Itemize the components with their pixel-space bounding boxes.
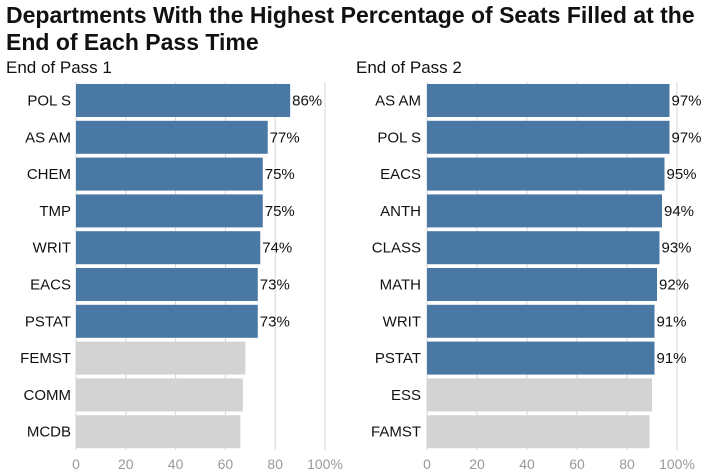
bar — [427, 304, 655, 338]
category-label: PSTAT — [375, 350, 421, 367]
x-tick-label: 80 — [619, 456, 635, 472]
category-label: AS AM — [25, 129, 71, 146]
category-label: FAMST — [371, 424, 421, 441]
x-tick-label: 100% — [659, 456, 695, 472]
category-label: CHEM — [27, 166, 71, 183]
bar — [76, 268, 258, 301]
x-tick-label: 100% — [307, 456, 343, 472]
bar — [427, 378, 652, 412]
category-label: MCDB — [27, 424, 71, 441]
category-label: AS AM — [375, 93, 421, 110]
x-tick-label: 0 — [72, 456, 80, 472]
category-label: CLASS — [372, 240, 421, 257]
data-label: 91% — [657, 313, 687, 330]
data-label: 95% — [667, 166, 697, 183]
bar — [76, 415, 241, 449]
bar — [76, 120, 268, 154]
data-label: 97% — [672, 93, 702, 110]
category-label: WRIT — [33, 240, 71, 257]
data-label: 73% — [260, 277, 290, 294]
data-label: 97% — [672, 129, 702, 146]
x-tick-label: 40 — [168, 456, 184, 472]
data-label: 73% — [260, 313, 290, 330]
x-tick-label: 0 — [423, 456, 431, 472]
bar — [76, 157, 263, 191]
bar — [427, 157, 665, 191]
category-label: EACS — [380, 166, 421, 183]
category-label: COMM — [24, 387, 72, 404]
category-label: FEMST — [20, 350, 71, 367]
bar — [427, 415, 650, 449]
category-label: MATH — [380, 277, 421, 294]
bar — [427, 341, 655, 375]
category-label: TMP — [39, 203, 71, 220]
category-label: POL S — [377, 129, 421, 146]
data-label: 91% — [657, 350, 687, 367]
data-label: 94% — [664, 203, 694, 220]
category-label: PSTAT — [25, 313, 71, 330]
bar — [427, 268, 657, 301]
bar — [76, 378, 243, 412]
bar — [76, 84, 291, 117]
x-tick-label: 20 — [118, 456, 134, 472]
panel-title-pass-1: End of Pass 1 — [6, 58, 112, 77]
bar — [76, 231, 261, 265]
category-label: WRIT — [383, 313, 421, 330]
data-label: 93% — [662, 240, 692, 257]
bar — [76, 304, 258, 338]
category-label: EACS — [30, 277, 71, 294]
data-label: 77% — [270, 129, 300, 146]
data-label: 86% — [292, 93, 322, 110]
x-tick-label: 80 — [267, 456, 283, 472]
data-label: 75% — [265, 166, 295, 183]
bar — [427, 231, 660, 265]
x-tick-label: 60 — [569, 456, 585, 472]
bar — [76, 194, 263, 228]
bar — [427, 120, 670, 154]
data-label: 75% — [265, 203, 295, 220]
category-label: ANTH — [380, 203, 421, 220]
category-label: ESS — [391, 387, 421, 404]
data-label: 74% — [262, 240, 292, 257]
x-tick-label: 20 — [469, 456, 485, 472]
bar — [76, 341, 246, 375]
data-label: 92% — [659, 277, 689, 294]
category-label: POL S — [27, 93, 71, 110]
x-tick-label: 60 — [218, 456, 234, 472]
chart-title: Departments With the Highest Percentage … — [6, 2, 695, 55]
panel-title-pass-2: End of Pass 2 — [356, 58, 462, 77]
bar — [427, 84, 670, 117]
x-tick-label: 40 — [519, 456, 535, 472]
bar — [427, 194, 662, 228]
